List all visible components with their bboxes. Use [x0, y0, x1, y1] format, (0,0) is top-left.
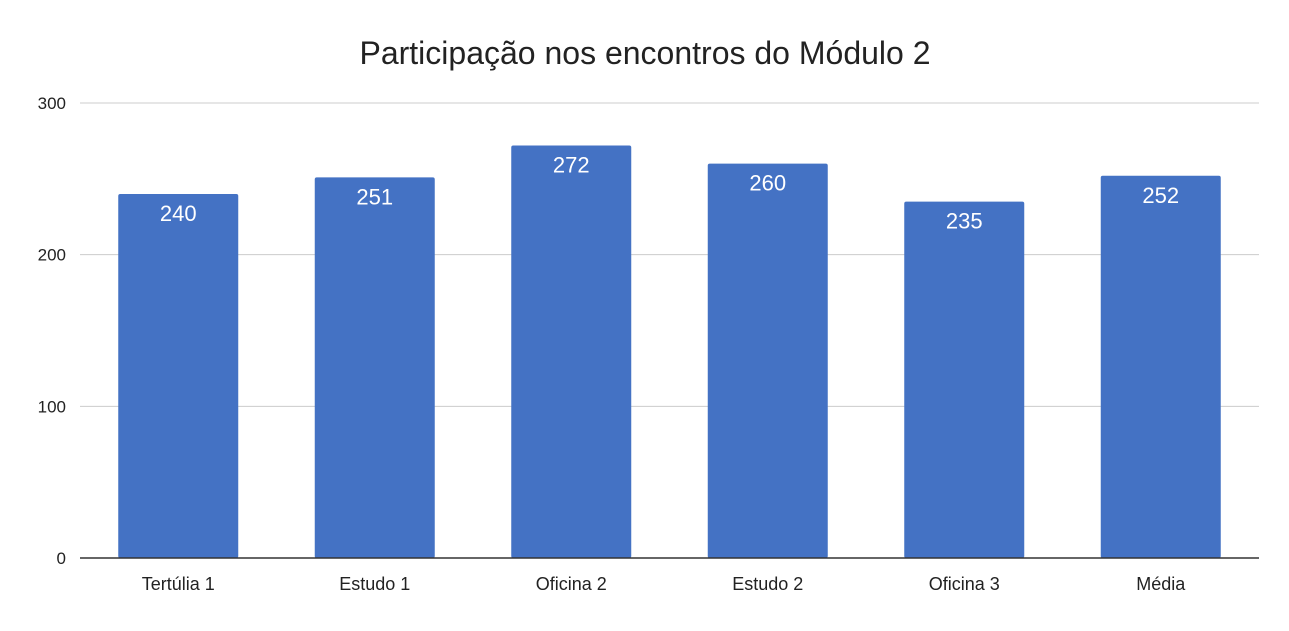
bar: [904, 201, 1025, 559]
x-tick-label: Oficina 3: [929, 574, 1000, 594]
x-tick-label: Estudo 1: [339, 574, 410, 594]
bar-data-label: 235: [946, 209, 983, 234]
chart-title: Participação nos encontros do Módulo 2: [359, 35, 930, 71]
y-axis-tick-labels: 0 100 200 300: [38, 94, 66, 568]
x-tick-label: Oficina 2: [536, 574, 607, 594]
x-axis-tick-labels: Tertúlia 1 Estudo 1 Oficina 2 Estudo 2 Ofici…: [142, 574, 1187, 594]
x-tick-label: Estudo 2: [732, 574, 803, 594]
bar: [314, 177, 435, 559]
bar: [118, 194, 239, 558]
bar-data-label: 251: [356, 184, 393, 209]
bar: [1100, 175, 1221, 559]
bar-data-labels: 240 251 272 260 235 252: [160, 152, 1179, 233]
x-tick-label: Tertúlia 1: [142, 574, 215, 594]
bars: [118, 145, 1221, 559]
gridlines: [80, 102, 1259, 407]
bar: [511, 145, 632, 558]
bar-data-label: 272: [553, 152, 590, 177]
bar-data-label: 240: [160, 201, 197, 226]
bar: [707, 163, 828, 558]
x-tick-label: Média: [1136, 574, 1186, 594]
bar-data-label: 252: [1142, 183, 1179, 208]
y-tick-label: 300: [38, 94, 66, 113]
y-tick-label: 200: [38, 246, 66, 265]
y-tick-label: 0: [57, 549, 66, 568]
y-tick-label: 100: [38, 397, 66, 416]
bar-data-label: 260: [749, 171, 786, 196]
